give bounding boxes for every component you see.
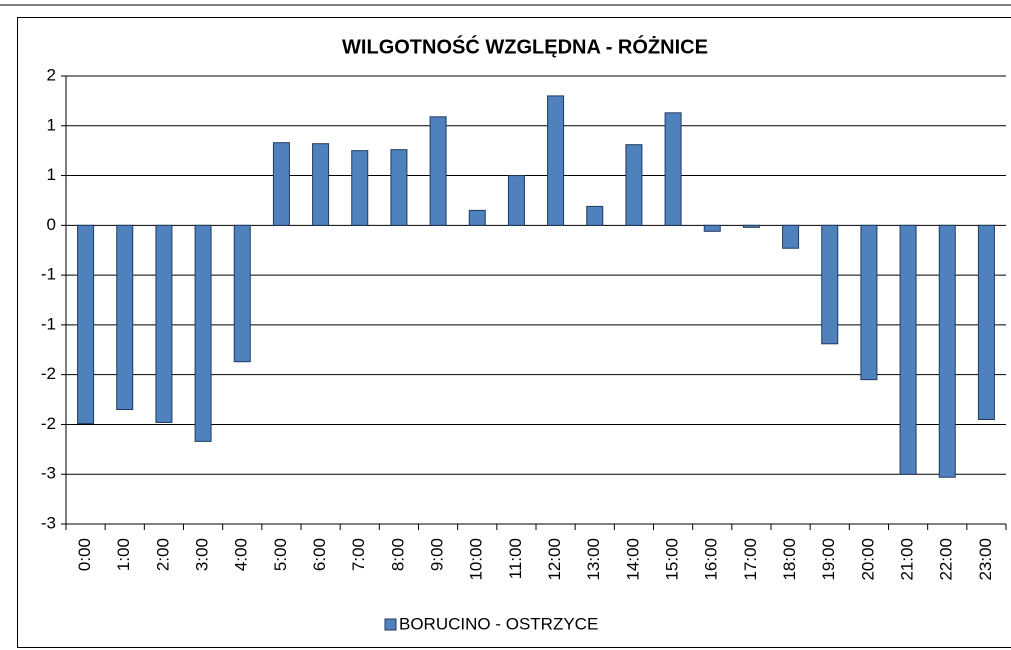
x-tick-label: 10:00	[467, 538, 486, 581]
bar	[272, 142, 290, 226]
bar	[821, 224, 839, 345]
bar	[664, 112, 682, 226]
y-tick-label: -2	[41, 364, 56, 383]
bar	[586, 205, 604, 226]
bar	[938, 224, 956, 478]
x-tick-label: 23:00	[976, 538, 995, 581]
y-tick-label: 2	[47, 65, 56, 84]
x-tick-label: 9:00	[428, 538, 447, 571]
x-tick-label: 13:00	[584, 538, 603, 581]
y-tick-label: 0	[47, 215, 56, 234]
x-tick-label: 4:00	[232, 538, 251, 571]
x-tick-label: 19:00	[819, 538, 838, 581]
x-tick-label: 11:00	[506, 538, 525, 579]
y-tick-label: -3	[41, 513, 56, 532]
bar	[703, 224, 721, 232]
y-tick-label: -1	[41, 265, 56, 284]
bar	[625, 144, 643, 226]
bar	[899, 224, 917, 475]
y-tick-label: 1	[47, 115, 56, 134]
x-tick-label: 8:00	[388, 538, 407, 571]
x-tick-label: 5:00	[271, 538, 290, 571]
legend-swatch	[384, 618, 397, 631]
bar	[977, 224, 995, 420]
bar	[351, 150, 369, 226]
y-tick-label: -2	[41, 414, 56, 433]
x-tick-label: 3:00	[193, 538, 212, 571]
x-tick-label: 20:00	[858, 538, 877, 581]
x-tick-label: 15:00	[663, 538, 682, 581]
x-tick-label: 0:00	[75, 538, 94, 571]
x-tick-label: 2:00	[153, 538, 172, 571]
legend-label: BORUCINO - OSTRZYCE	[399, 614, 598, 633]
bar	[194, 224, 212, 442]
y-tick-label: -1	[41, 314, 56, 333]
bar	[155, 224, 173, 423]
bar	[429, 116, 447, 226]
bar	[782, 224, 800, 249]
bar	[547, 95, 565, 226]
y-tick-label: 1	[47, 165, 56, 184]
x-tick-label: 6:00	[310, 538, 329, 571]
chart-title: WILGOTNOŚĆ WZGLĘDNA - RÓŻNICE	[342, 34, 708, 58]
x-tick-label: 21:00	[898, 538, 917, 581]
bar	[233, 224, 251, 363]
y-tick-label: -3	[41, 464, 56, 483]
bar	[742, 224, 760, 228]
bar	[860, 224, 878, 381]
bar	[507, 175, 525, 226]
x-tick-label: 18:00	[780, 538, 799, 581]
bar	[390, 149, 408, 226]
chart-frame	[17, 17, 1011, 648]
x-tick-label: 17:00	[741, 538, 760, 581]
bar	[116, 224, 134, 411]
x-tick-label: 16:00	[702, 538, 721, 581]
bar	[468, 209, 486, 226]
x-tick-label: 12:00	[545, 538, 564, 581]
x-tick-label: 22:00	[937, 538, 956, 581]
x-tick-label: 7:00	[349, 538, 368, 571]
x-tick-label: 14:00	[623, 538, 642, 581]
x-tick-label: 1:00	[114, 538, 133, 571]
bar	[312, 143, 330, 226]
bar	[77, 224, 95, 424]
